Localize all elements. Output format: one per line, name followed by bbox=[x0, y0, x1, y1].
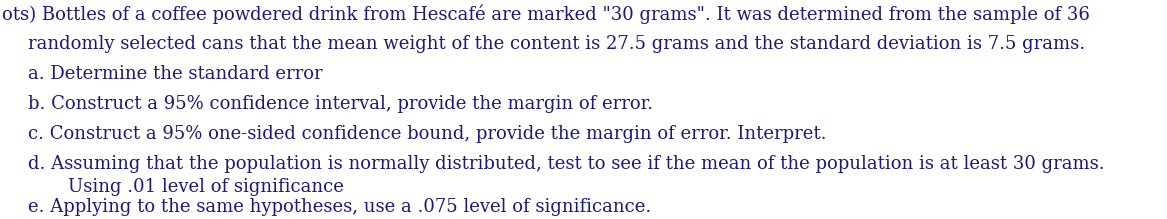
Text: randomly selected cans that the mean weight of the content is 27.5 grams and the: randomly selected cans that the mean wei… bbox=[28, 35, 1085, 53]
Text: e. Applying to the same hypotheses, use a .075 level of significance.: e. Applying to the same hypotheses, use … bbox=[28, 198, 651, 216]
Text: ots) Bottles of a coffee powdered drink from Hescafé are marked "30 grams". It w: ots) Bottles of a coffee powdered drink … bbox=[2, 5, 1090, 25]
Text: a. Determine the standard error: a. Determine the standard error bbox=[28, 65, 322, 83]
Text: c. Construct a 95% one-sided confidence bound, provide the margin of error. Inte: c. Construct a 95% one-sided confidence … bbox=[28, 125, 826, 143]
Text: d. Assuming that the population is normally distributed, test to see if the mean: d. Assuming that the population is norma… bbox=[28, 155, 1105, 173]
Text: b. Construct a 95% confidence interval, provide the margin of error.: b. Construct a 95% confidence interval, … bbox=[28, 95, 654, 113]
Text: Using .01 level of significance: Using .01 level of significance bbox=[68, 178, 344, 196]
